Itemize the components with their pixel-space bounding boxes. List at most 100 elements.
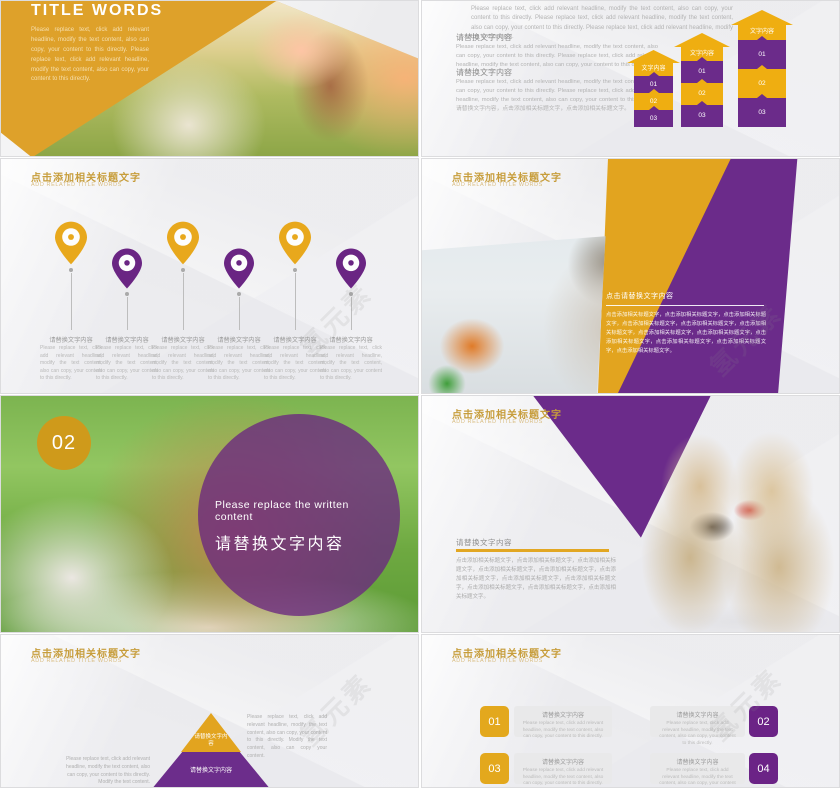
pin-item-5: 请替换文字内容 Please replace text, click add r… [259,221,331,391]
pin-item-4: 请替换文字内容 Please replace text, click add r… [203,221,275,391]
stem-line [351,297,352,330]
pin-item-6: 请替换文字内容 Please replace text, click add r… [315,221,387,391]
pin-text: Please replace text, click add relevant … [96,345,158,381]
card-number-badge: 02 [749,706,778,737]
card-body: Please replace text, click add relevant … [659,721,736,747]
section-body: 点击添加相关标题文字，点击添加相关标题文字，点击添加相关标题文字，点击添加相关标… [456,558,616,601]
card-number-badge: 01 [480,706,509,737]
stem-dot [69,268,73,272]
slide-title: 点击添加相关标题文字 [452,410,562,421]
pin-text: Please replace text, click add relevant … [40,345,102,381]
slide-subtitle: ADD RELATED TITLE WORDS [452,658,543,664]
slide-subtitle: ADD RELATED TITLE WORDS [31,658,122,664]
pin-heading: 请替换文字内容 [329,337,373,344]
location-pin-icon [167,221,199,265]
arrow-head-icon [674,33,730,47]
slide-7-pyramid-thumbnail[interactable]: 点击添加相关标题文字 ADD RELATED TITLE WORDS 请替换文字… [0,634,419,788]
section-number-badge: 02 [37,416,91,470]
card-number-badge: 04 [749,753,778,784]
card-number-badge: 03 [480,753,509,784]
stem-dot [237,292,241,296]
content-card: 请替换文字内容 Please replace text, click add r… [650,753,745,786]
content-card: 请替换文字内容 Please replace text, click add r… [514,706,612,739]
tower-step: 01 [634,72,673,93]
card-body: Please replace text, click add relevant … [522,768,604,787]
section-body: Please replace text, click add relevant … [456,79,658,112]
pin-text: Please replace text, click add relevant … [208,345,270,381]
tower-step: 03 [634,106,673,127]
divider-line [606,305,764,306]
location-pin-icon [55,221,87,265]
slide-8-cards-thumbnail[interactable]: 点击添加相关标题文字 ADD RELATED TITLE WORDS 01 请替… [421,634,840,788]
pin-text: Please replace text, click add relevant … [264,345,326,381]
slide-title: 点击添加相关标题文字 [31,173,141,184]
pin-heading: 请替换文字内容 [217,337,261,344]
stem-line [239,297,240,330]
arrow-head-icon [731,10,793,25]
card-heading: 请替换文字内容 [541,713,584,719]
english-caption: Please replace the written content [215,499,349,523]
tower-label: 文字内容 [681,47,723,61]
stem-line [183,273,184,330]
annotation-text: Please replace text, click add relevant … [66,756,150,786]
arrow-head-icon [627,50,680,63]
pin-heading: 请替换文字内容 [105,337,149,344]
circle-text-block: Please replace the written content 请替换文字… [215,499,390,554]
stem-dot [293,268,297,272]
slide-5-section-photo-thumbnail[interactable]: 02 Please replace the written content 请替… [0,395,419,633]
slide-subtitle: ADD RELATED TITLE WORDS [452,182,543,188]
pin-heading: 请替换文字内容 [49,337,93,344]
pyramid-top-label: 请替换文字内容 [194,733,228,748]
slide-title: 点击添加相关标题文字 [452,649,562,660]
annotation-text: Please replace text, click add relevant … [247,714,327,759]
tower-step: 03 [738,94,786,127]
section-heading: 请替换文字内容 [456,538,512,547]
purple-panel-text: 点击请替换文字内容 点击添加相关标题文字，点击添加相关标题文字，点击添加相关标题… [606,291,766,356]
slide-6-puppies-thumbnail[interactable]: 点击添加相关标题文字 ADD RELATED TITLE WORDS 请替换文字… [421,395,840,633]
slide-3-pins-thumbnail[interactable]: 点击添加相关标题文字 ADD RELATED TITLE WORDS 请替换文字… [0,158,419,394]
stem-line [295,273,296,330]
tower-step: 03 [681,101,723,127]
stem-line [127,297,128,330]
slide-2-arrow-towers-thumbnail[interactable]: Please replace text, click add relevant … [421,0,840,157]
stem-dot [125,292,129,296]
location-pin-icon [336,248,366,289]
section-heading: 请替换文字内容 [456,68,512,77]
pin-item-1: 请替换文字内容 Please replace text, click add r… [35,221,107,391]
card-heading: 请替换文字内容 [541,760,584,766]
slide-1-cover-thumbnail[interactable]: TITLE WORDS Please replace text, click a… [0,0,419,157]
section-body: Please replace text, click add relevant … [456,44,658,68]
slide-title: 点击添加相关标题文字 [31,649,141,660]
two-puppies-photo [599,396,839,632]
gold-underline-bar [456,549,609,552]
stem-dot [349,292,353,296]
tower-label: 文字内容 [634,63,673,76]
section-heading: 请替换文字内容 [456,33,512,42]
content-card: 请替换文字内容 Please replace text, click add r… [650,706,745,746]
card-heading: 请替换文字内容 [676,760,719,766]
pin-text: Please replace text, click add relevant … [152,345,214,381]
arrow-tower-1: 文字内容 01 02 03 [627,50,680,127]
pin-text: Please replace text, click add relevant … [320,345,382,381]
slide-4-diagonal-thumbnail[interactable]: 点击添加相关标题文字 ADD RELATED TITLE WORDS 点击请替换… [421,158,840,394]
panel-heading: 点击请替换文字内容 [606,293,674,300]
slide-subtitle: ADD RELATED TITLE WORDS [452,419,543,425]
cover-placeholder-text: Please replace text, click add relevant … [31,27,149,83]
purple-overlay-circle [198,414,400,616]
tower-step: 02 [681,79,723,105]
pyramid-top-tier: 请替换文字内容 [181,713,241,752]
tower-step: 02 [634,89,673,110]
chinese-caption: 请替换文字内容 [215,536,345,553]
tower-step: 01 [738,36,786,69]
pin-heading: 请替换文字内容 [273,337,317,344]
intro-paragraph: Please replace text, click add relevant … [471,6,733,40]
content-card: 请替换文字内容 Please replace text, click add r… [514,753,612,786]
tower-label: 文字内容 [738,25,786,40]
slide-title: 点击添加相关标题文字 [452,173,562,184]
location-pin-icon [224,248,254,289]
arrow-tower-2: 文字内容 01 02 03 [674,33,730,127]
pin-item-2: 请替换文字内容 Please replace text, click add r… [91,221,163,391]
stem-line [71,273,72,330]
arrow-tower-3: 文字内容 01 02 03 [731,10,793,127]
